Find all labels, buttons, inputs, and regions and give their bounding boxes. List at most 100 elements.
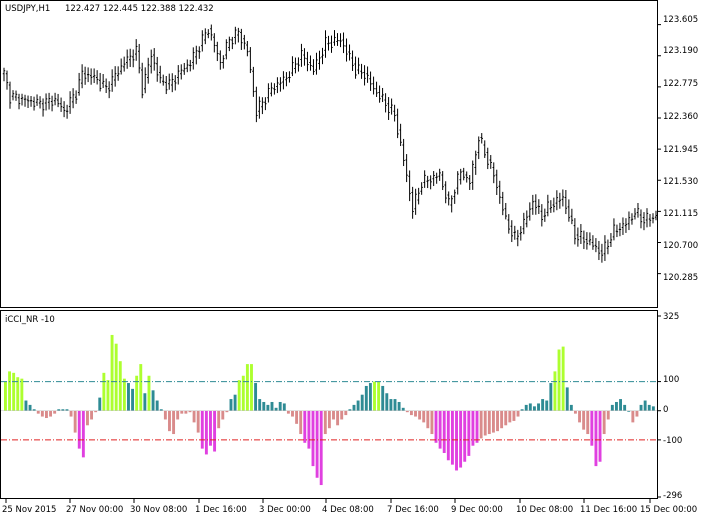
cci-tick: 100	[663, 375, 680, 385]
cci-bar	[180, 410, 184, 414]
price-tick: 123.190	[663, 46, 699, 56]
cci-bar	[479, 410, 483, 439]
price-tick: 123.605	[663, 15, 699, 25]
cci-tick: -296	[663, 491, 683, 501]
cci-bar	[442, 410, 446, 453]
cci-bar	[368, 383, 372, 411]
cci-bar	[491, 410, 495, 433]
cci-bar	[520, 409, 524, 411]
price-tick: 121.530	[663, 177, 699, 187]
cci-bar	[192, 410, 196, 423]
symbol-timeframe: USDJPY,H1	[5, 4, 51, 14]
cci-bar	[426, 410, 430, 429]
cci-bar	[237, 380, 241, 411]
time-tick: 30 Nov 08:00	[130, 505, 188, 515]
cci-bar	[28, 404, 32, 411]
cci-bar	[475, 410, 479, 443]
cci-bar	[81, 410, 85, 458]
cci-bar	[467, 410, 471, 456]
cci-bar	[356, 400, 360, 411]
time-tick: 1 Dec 16:00	[195, 505, 247, 515]
cci-bar	[327, 410, 331, 429]
cci-bar	[418, 410, 422, 420]
cci-bar	[319, 410, 323, 486]
ohlc-readout: 122.427 122.445 122.388 122.432	[65, 4, 214, 14]
cci-bar	[229, 399, 233, 411]
price-tick: 121.945	[663, 145, 699, 155]
cci-bar	[606, 410, 610, 420]
time-tick: 7 Dec 16:00	[387, 505, 439, 515]
cci-bar	[594, 410, 598, 467]
cci-bar	[496, 410, 499, 432]
cci-bar	[430, 410, 434, 435]
cci-bar	[573, 410, 577, 414]
cci-bar	[110, 334, 114, 411]
cci-bar	[200, 410, 204, 449]
cci-tick: 0	[663, 405, 669, 415]
cci-bar	[151, 390, 155, 411]
cci-bar	[8, 371, 12, 411]
cci-bar	[512, 410, 516, 421]
cci-bar	[434, 410, 438, 443]
time-tick: 3 Dec 00:00	[259, 505, 311, 515]
cci-bar	[422, 410, 426, 423]
price-tick: 120.285	[663, 273, 699, 283]
price-tick: 122.360	[663, 112, 699, 122]
cci-bar	[12, 372, 16, 411]
cci-bar	[586, 410, 590, 435]
price-series	[2, 24, 658, 263]
cci-bar	[557, 349, 561, 411]
cci-bar	[86, 410, 89, 426]
cci-bar	[73, 410, 77, 433]
cci-bar	[159, 409, 163, 411]
cci-bar	[537, 403, 540, 411]
cci-bar	[377, 381, 381, 411]
cci-bar	[528, 403, 532, 411]
cci-bar	[401, 407, 405, 411]
cci-bar	[590, 410, 594, 446]
cci-bar	[16, 377, 20, 411]
cci-bar	[127, 383, 130, 411]
time-tick: 11 Dec 16:00	[580, 505, 638, 515]
level-lines	[1, 381, 657, 441]
cci-bar	[245, 364, 249, 411]
cci-bar	[20, 378, 24, 411]
cci-bar	[405, 410, 409, 413]
cci-bar	[602, 410, 606, 435]
cci-bar	[24, 400, 28, 411]
cci-bar	[282, 403, 286, 411]
price-tick: 122.775	[663, 79, 699, 89]
cci-bar	[455, 410, 458, 471]
cci-bar	[184, 410, 188, 414]
time-tick: 15 Dec 00:00	[640, 505, 698, 515]
cci-bar	[565, 387, 569, 411]
cci-bar	[348, 409, 352, 411]
cci-bar	[196, 410, 200, 433]
cci-bar	[332, 410, 335, 420]
cci-bar	[500, 410, 504, 429]
cci-bar	[541, 399, 545, 411]
cci-bar	[483, 410, 487, 436]
cci-bar	[381, 385, 385, 411]
cci-bar	[135, 375, 139, 411]
cci-bar	[204, 410, 208, 455]
price-tick: 121.115	[663, 209, 699, 219]
cci-bar	[254, 383, 258, 411]
cci-bar	[49, 410, 53, 417]
axis-ticks	[5, 24, 661, 503]
cci-bar	[143, 393, 147, 411]
cci-bar	[32, 409, 36, 411]
cci-tick: 325	[663, 312, 680, 322]
cci-bar	[274, 407, 278, 411]
cci-bar	[217, 410, 221, 429]
cci-bar	[209, 410, 212, 446]
cci-bar	[532, 406, 536, 411]
cci-bar	[258, 399, 262, 411]
cci-bar	[106, 380, 110, 411]
cci-histogram	[4, 334, 655, 486]
cci-bar	[4, 381, 7, 411]
cci-bar	[45, 410, 48, 419]
cci-bar	[61, 409, 65, 411]
cci-bar	[578, 410, 581, 423]
